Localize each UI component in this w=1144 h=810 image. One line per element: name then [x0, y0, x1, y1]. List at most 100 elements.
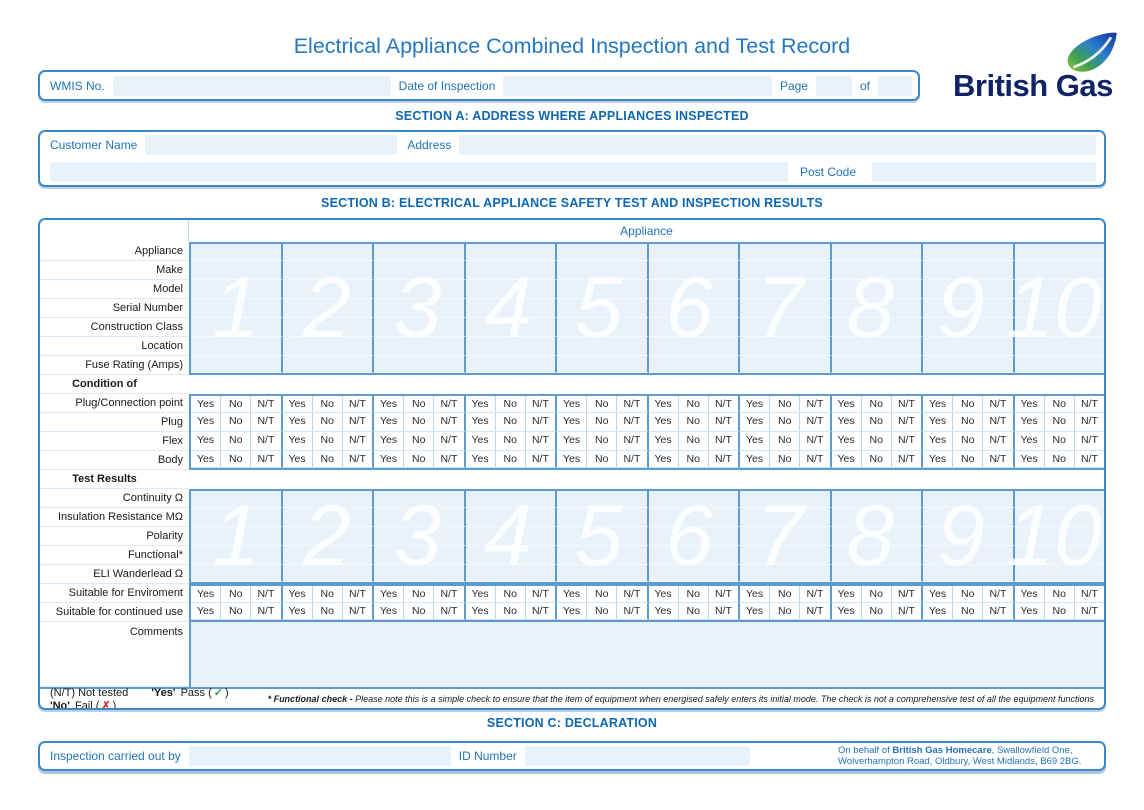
choice-cell-nt[interactable]: N/T — [708, 413, 739, 431]
entry-cell[interactable] — [1014, 491, 1104, 508]
choice-cell-no[interactable]: No — [221, 432, 252, 450]
entry-cell[interactable] — [191, 508, 283, 527]
choice-cell-yes[interactable]: Yes — [648, 432, 679, 450]
choice-cell-yes[interactable]: Yes — [374, 432, 405, 450]
entry-cell[interactable] — [282, 356, 374, 373]
choice-cell-no[interactable]: No — [861, 413, 892, 431]
choice-cell-nt[interactable]: N/T — [342, 586, 373, 602]
wmis-input[interactable] — [112, 75, 391, 96]
entry-cell[interactable] — [557, 508, 649, 527]
choice-cell-yes[interactable]: Yes — [831, 432, 862, 450]
choice-cell-no[interactable]: No — [221, 396, 252, 412]
entry-cell[interactable] — [282, 244, 374, 261]
entry-cell[interactable] — [465, 546, 557, 565]
entry-cell[interactable] — [923, 280, 1015, 299]
choice-cell-nt[interactable]: N/T — [525, 586, 556, 602]
entry-cell[interactable] — [282, 337, 374, 356]
choice-cell-nt[interactable]: N/T — [891, 396, 922, 412]
choice-cell-yes[interactable]: Yes — [465, 603, 496, 619]
choice-cell-no[interactable]: No — [404, 432, 435, 450]
entry-cell[interactable] — [282, 299, 374, 318]
choice-cell-yes[interactable]: Yes — [648, 396, 679, 412]
choice-cell-nt[interactable]: N/T — [434, 432, 464, 450]
choice-cell-no[interactable]: No — [312, 451, 343, 467]
entry-cell[interactable] — [191, 565, 283, 582]
entry-cell[interactable] — [831, 299, 923, 318]
entry-cell[interactable] — [831, 527, 923, 546]
entry-cell[interactable] — [282, 508, 374, 527]
choice-cell-yes[interactable]: Yes — [831, 451, 862, 467]
choice-cell-no[interactable]: No — [861, 603, 892, 619]
entry-cell[interactable] — [465, 527, 557, 546]
choice-cell-no[interactable]: No — [312, 432, 343, 450]
entry-cell[interactable] — [1014, 356, 1104, 373]
choice-cell-yes[interactable]: Yes — [557, 432, 588, 450]
entry-cell[interactable] — [191, 546, 283, 565]
choice-cell-no[interactable]: No — [221, 413, 252, 431]
entry-cell[interactable] — [282, 527, 374, 546]
entry-cell[interactable] — [465, 299, 557, 318]
choice-cell-yes[interactable]: Yes — [465, 586, 496, 602]
choice-cell-nt[interactable]: N/T — [891, 432, 922, 450]
choice-cell-no[interactable]: No — [678, 586, 709, 602]
choice-cell-nt[interactable]: N/T — [251, 396, 281, 412]
entry-cell[interactable] — [648, 261, 740, 280]
choice-cell-yes[interactable]: Yes — [557, 396, 588, 412]
entry-cell[interactable] — [923, 318, 1015, 337]
entry-cell[interactable] — [740, 280, 832, 299]
choice-cell-nt[interactable]: N/T — [891, 413, 922, 431]
choice-cell-nt[interactable]: N/T — [891, 603, 922, 619]
choice-cell-yes[interactable]: Yes — [1014, 432, 1045, 450]
choice-cell-yes[interactable]: Yes — [557, 413, 588, 431]
choice-cell-nt[interactable]: N/T — [342, 603, 373, 619]
choice-cell-yes[interactable]: Yes — [557, 451, 588, 467]
choice-cell-yes[interactable]: Yes — [282, 396, 313, 412]
choice-cell-no[interactable]: No — [587, 586, 618, 602]
choice-cell-no[interactable]: No — [770, 586, 801, 602]
choice-cell-nt[interactable]: N/T — [434, 451, 464, 467]
entry-cell[interactable] — [374, 337, 466, 356]
choice-cell-nt[interactable]: N/T — [617, 432, 647, 450]
choice-cell-no[interactable]: No — [861, 451, 892, 467]
entry-cell[interactable] — [923, 508, 1015, 527]
entry-cell[interactable] — [740, 244, 832, 261]
entry-cell[interactable] — [557, 527, 649, 546]
choice-cell-no[interactable]: No — [495, 432, 526, 450]
entry-cell[interactable] — [648, 244, 740, 261]
choice-cell-nt[interactable]: N/T — [891, 451, 922, 467]
choice-cell-nt[interactable]: N/T — [1074, 432, 1104, 450]
choice-cell-yes[interactable]: Yes — [191, 603, 222, 619]
choice-cell-yes[interactable]: Yes — [282, 432, 313, 450]
choice-cell-yes[interactable]: Yes — [191, 432, 222, 450]
entry-cell[interactable] — [740, 565, 832, 582]
choice-cell-no[interactable]: No — [861, 396, 892, 412]
choice-cell-yes[interactable]: Yes — [557, 603, 588, 619]
choice-cell-yes[interactable]: Yes — [374, 603, 405, 619]
choice-cell-nt[interactable]: N/T — [525, 451, 556, 467]
entry-cell[interactable] — [1014, 244, 1104, 261]
choice-cell-nt[interactable]: N/T — [708, 603, 739, 619]
entry-cell[interactable] — [557, 244, 649, 261]
entry-cell[interactable] — [648, 508, 740, 527]
choice-cell-nt[interactable]: N/T — [342, 451, 373, 467]
choice-cell-no[interactable]: No — [953, 451, 984, 467]
choice-cell-no[interactable]: No — [495, 396, 526, 412]
choice-cell-nt[interactable]: N/T — [525, 413, 556, 431]
entry-cell[interactable] — [923, 546, 1015, 565]
choice-cell-nt[interactable]: N/T — [708, 451, 739, 467]
entry-cell[interactable] — [648, 299, 740, 318]
choice-cell-nt[interactable]: N/T — [342, 413, 373, 431]
entry-cell[interactable] — [1014, 261, 1104, 280]
entry-cell[interactable] — [648, 356, 740, 373]
choice-cell-no[interactable]: No — [770, 451, 801, 467]
entry-cell[interactable] — [465, 337, 557, 356]
choice-cell-yes[interactable]: Yes — [648, 451, 679, 467]
choice-cell-yes[interactable]: Yes — [282, 586, 313, 602]
choice-cell-yes[interactable]: Yes — [465, 451, 496, 467]
entry-cell[interactable] — [923, 356, 1015, 373]
choice-cell-yes[interactable]: Yes — [740, 586, 771, 602]
choice-cell-yes[interactable]: Yes — [282, 603, 313, 619]
entry-cell[interactable] — [465, 356, 557, 373]
entry-cell[interactable] — [740, 527, 832, 546]
entry-cell[interactable] — [831, 318, 923, 337]
